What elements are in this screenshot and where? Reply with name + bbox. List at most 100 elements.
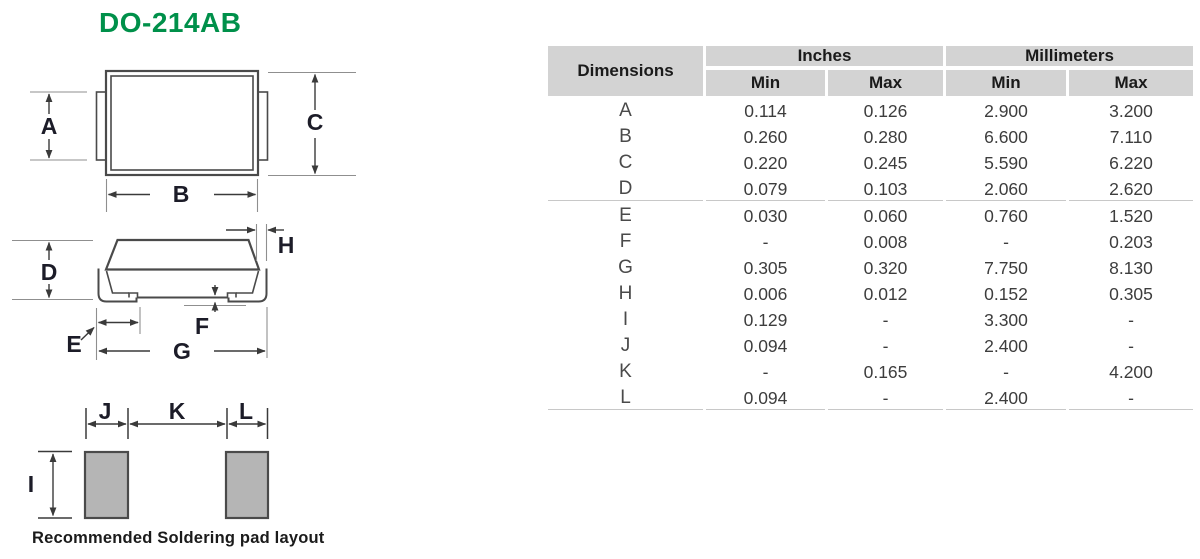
header-inches-min: Min	[706, 70, 825, 96]
value-cell: -	[762, 231, 769, 252]
table-header-row-minmax: Min Max Min Max	[548, 70, 1194, 96]
value-cell: 0.103	[828, 178, 944, 201]
package-body-inner-outline	[110, 75, 254, 171]
side-view: D H E F G	[12, 224, 294, 364]
dim-label-k: K	[169, 398, 186, 424]
right-lead-outer	[227, 268, 268, 303]
header-dimensions: Dimensions	[548, 46, 703, 96]
dim-label-f: F	[195, 313, 209, 339]
value-cell: 0.165	[863, 361, 908, 382]
dim-label-i: I	[28, 471, 34, 497]
package-body-outline	[104, 69, 260, 177]
value-cell: 0.012	[863, 283, 908, 304]
left-solder-pad	[83, 450, 130, 520]
value-cell: 5.590	[984, 152, 1028, 173]
left-lead-inner	[105, 270, 129, 294]
dimension-letter-cell: H	[618, 283, 633, 304]
dim-label-l: L	[239, 398, 253, 424]
right-solder-pad	[224, 450, 270, 520]
value-cell: 0.008	[863, 231, 908, 252]
value-cell: 2.060	[946, 178, 1067, 201]
dim-b-indicator	[105, 179, 259, 212]
dim-label-j: J	[99, 398, 112, 424]
page-title: DO-214AB	[99, 7, 242, 38]
dimension-letter-cell: K	[619, 361, 632, 382]
value-cell: 0.094	[743, 335, 788, 356]
value-cell: 0.030	[743, 205, 788, 226]
dim-e-indicator	[80, 307, 141, 360]
side-body-outline	[104, 238, 261, 271]
value-cell: 0.129	[743, 309, 788, 330]
value-cell: 0.152	[984, 283, 1028, 304]
left-lead-lip	[128, 292, 139, 298]
dim-f-indicator	[184, 285, 246, 312]
value-cell: 0.006	[743, 283, 788, 304]
value-cell: 7.110	[1109, 126, 1153, 147]
value-cell: -	[882, 335, 889, 356]
dim-label-h: H	[278, 232, 295, 258]
value-cell: 0.305	[743, 257, 788, 278]
dim-g-indicator	[98, 307, 268, 358]
dim-h-indicator	[226, 224, 284, 261]
value-cell: 0.320	[863, 257, 908, 278]
dimensions-table: Dimensions Inches Millimeters Min Max Mi…	[545, 42, 1196, 414]
right-lead-inner	[236, 270, 260, 294]
table-row: J 0.094 - 2.400 -	[548, 335, 1193, 357]
table-row: G 0.305 0.320 7.750 8.130	[548, 257, 1193, 279]
pad-layout: J K L I	[28, 398, 270, 520]
header-millimeters: Millimeters	[946, 46, 1194, 66]
header-inches-max: Max	[828, 70, 944, 96]
table-row: D 0.079 0.103 2.060 2.620	[548, 178, 1194, 201]
dim-label-c: C	[307, 109, 324, 135]
dimension-letter-cell: E	[619, 205, 632, 226]
table-row: A 0.114 0.126 2.900 3.200	[548, 100, 1193, 122]
table-header-row-groups: Dimensions Inches Millimeters	[548, 46, 1194, 96]
dimension-letter-cell: B	[619, 126, 632, 147]
value-cell: 0.094	[706, 387, 825, 410]
dim-label-d: D	[41, 259, 58, 285]
value-cell: 0.114	[744, 100, 787, 121]
table-row: E 0.030 0.060 0.760 1.520	[548, 205, 1193, 227]
dimension-letter-cell: J	[620, 335, 631, 356]
dimension-letter-cell: A	[619, 100, 632, 121]
value-cell: 0.203	[1109, 231, 1153, 252]
value-cell: 2.620	[1069, 178, 1194, 201]
header-mm-min: Min	[946, 70, 1067, 96]
table-row: I 0.129 - 3.300 -	[548, 309, 1193, 331]
value-cell: 0.079	[706, 178, 825, 201]
left-lead-outer	[97, 268, 138, 303]
value-cell: -	[1003, 231, 1009, 252]
dimension-letter-cell: F	[619, 231, 632, 252]
header-inches: Inches	[706, 46, 944, 66]
value-cell: -	[882, 309, 889, 330]
value-cell: 0.060	[863, 205, 908, 226]
value-cell: 2.400	[984, 335, 1028, 356]
value-cell: 0.126	[863, 100, 908, 121]
right-lead-lip	[226, 292, 237, 298]
dim-a-indicator	[30, 91, 87, 161]
table-row: C 0.220 0.245 5.590 6.220	[548, 152, 1193, 174]
dimension-letter-cell: C	[618, 152, 633, 173]
table-row: K - 0.165 - 4.200	[548, 361, 1193, 383]
value-cell: 0.305	[1109, 283, 1153, 304]
value-cell: 1.520	[1109, 205, 1153, 226]
table-row: B 0.260 0.280 6.600 7.110	[548, 126, 1193, 148]
value-cell: 2.400	[946, 387, 1067, 410]
table-body: A 0.114 0.126 2.900 3.200 B 0.260 0.280 6.600 7.1…	[548, 100, 1194, 410]
dimension-letter-cell: I	[622, 309, 629, 330]
value-cell: 3.200	[1109, 100, 1153, 121]
dim-c-indicator	[268, 71, 356, 177]
dimension-letter-cell: G	[618, 257, 633, 278]
dim-jkl-indicator	[85, 408, 269, 439]
table-row: H 0.006 0.012 0.152 0.305	[548, 283, 1193, 305]
dim-i-indicator	[38, 450, 72, 519]
table-row: L 0.094-2.400-	[548, 387, 1194, 410]
value-cell: -	[762, 361, 769, 382]
value-cell: -	[1128, 309, 1134, 330]
value-cell: 0.260	[743, 126, 788, 147]
value-cell: 0.760	[984, 205, 1028, 226]
value-cell: 7.750	[984, 257, 1028, 278]
dim-label-g: G	[173, 338, 191, 364]
value-cell: 2.900	[984, 100, 1028, 121]
table-row: F - 0.008 - 0.203	[548, 231, 1193, 253]
